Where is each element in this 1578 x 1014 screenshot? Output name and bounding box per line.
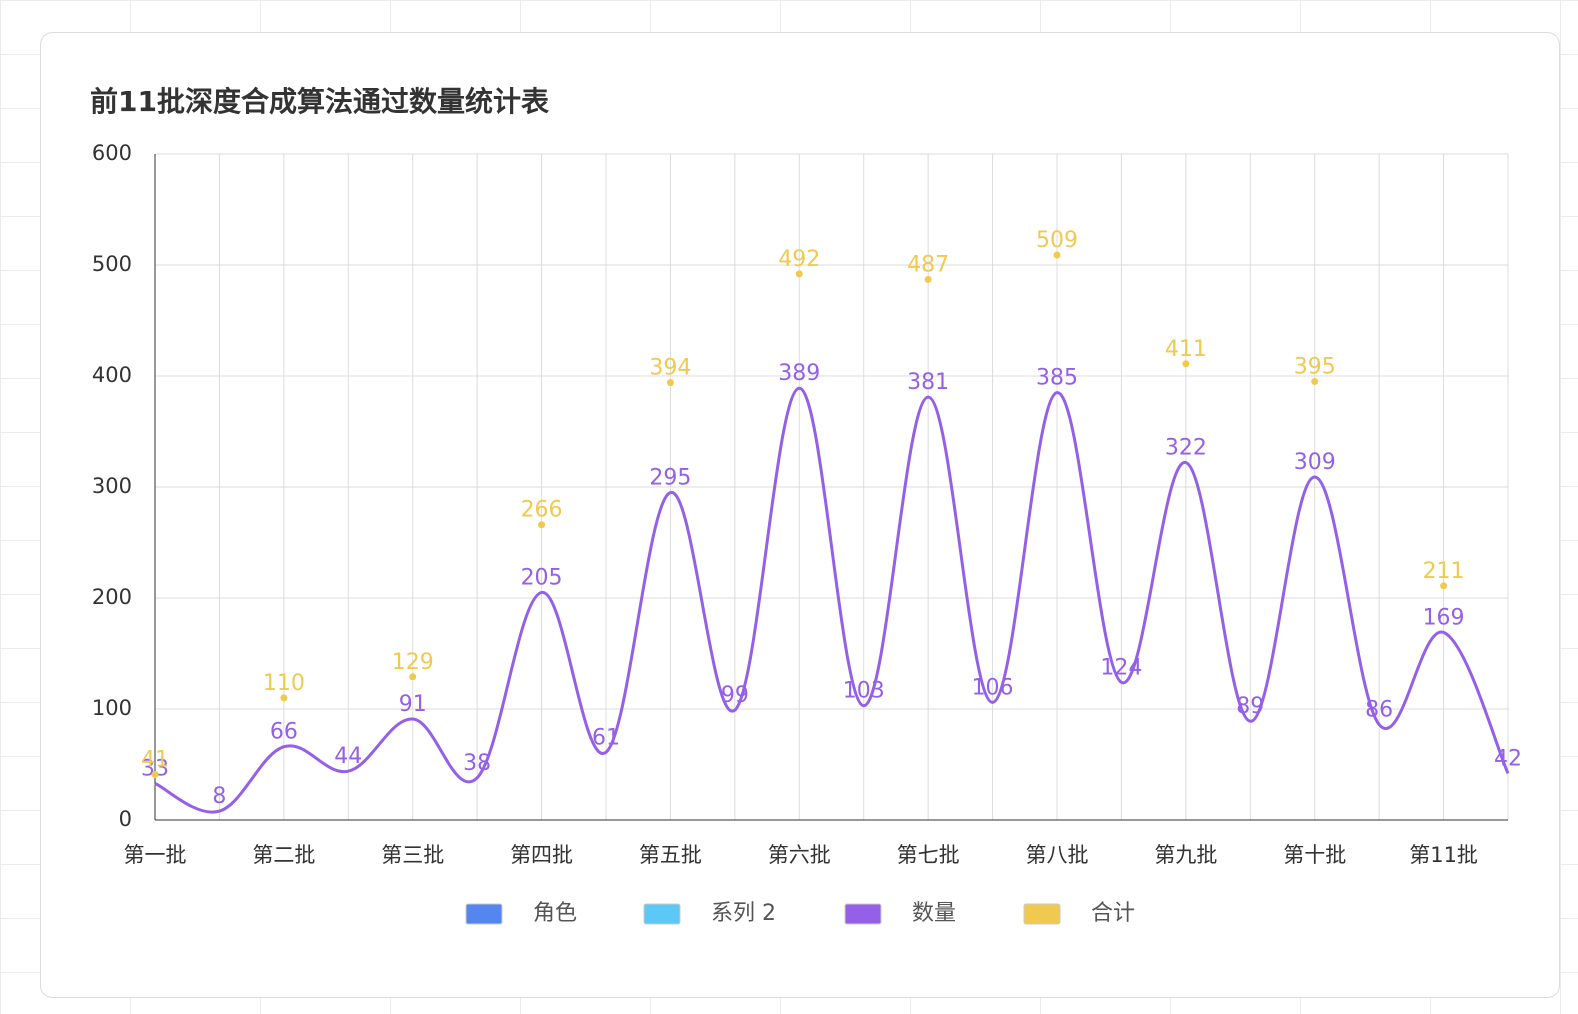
data-label: 266 [521,498,563,523]
data-label: 91 [399,692,427,717]
y-tick-label: 500 [92,252,132,276]
card [40,32,1560,998]
legend-label: 合计 [1091,901,1135,926]
point [924,275,932,283]
legend-label: 角色 [533,901,577,926]
data-label: 124 [1100,655,1142,680]
data-label: 42 [1494,746,1522,771]
legend-swatch [643,903,681,925]
data-label: 103 [843,679,885,704]
data-label: 99 [721,683,749,708]
point [666,379,674,387]
point [1053,251,1061,259]
data-label: 411 [1165,337,1207,362]
chart-title: 前11批深度合成算法通过数量统计表 [90,85,549,118]
data-label: 38 [463,751,491,776]
legend-label: 系列 2 [711,901,776,926]
x-tick-label: 第11批 [1409,843,1478,867]
data-label: 322 [1165,436,1207,461]
x-tick-label: 第一批 [124,843,187,867]
point [280,694,288,702]
point [409,673,417,681]
y-tick-label: 600 [92,141,132,165]
x-tick-label: 第五批 [639,843,702,867]
data-label: 89 [1236,694,1264,719]
y-tick-label: 0 [119,807,132,831]
legend-swatch [1023,903,1061,925]
legend-swatch [465,903,503,925]
data-label: 295 [649,466,691,491]
x-tick-label: 第七批 [897,843,960,867]
x-tick-label: 第三批 [381,843,444,867]
x-tick-label: 第九批 [1154,843,1217,867]
data-label: 395 [1294,355,1336,380]
legend-label: 数量 [912,901,956,926]
data-label: 487 [907,252,949,277]
y-tick-label: 400 [92,363,132,387]
data-label: 169 [1423,605,1465,630]
point [1311,378,1319,386]
y-tick-label: 100 [92,696,132,720]
data-label: 389 [778,361,820,386]
legend-swatch [844,903,882,925]
y-tick-label: 300 [92,474,132,498]
data-label: 205 [521,565,563,590]
point [1440,582,1448,590]
data-label: 106 [972,675,1014,700]
point [151,770,159,778]
y-tick-label: 200 [92,585,132,609]
point [795,270,803,278]
data-label: 381 [907,370,949,395]
data-label: 86 [1365,698,1393,723]
data-label: 211 [1423,559,1465,584]
point [1182,360,1190,368]
x-tick-label: 第十批 [1283,843,1346,867]
data-label: 129 [392,650,434,675]
line [154,386,1510,814]
x-tick-label: 第四批 [510,843,573,867]
data-label: 110 [263,671,305,696]
data-label: 492 [778,247,820,272]
x-tick-label: 第二批 [252,843,315,867]
data-label: 44 [334,744,362,769]
data-label: 509 [1036,228,1078,253]
data-label: 41 [141,747,169,772]
x-tick-label: 第六批 [768,843,831,867]
point [538,521,546,529]
data-label: 8 [212,784,226,809]
data-label: 66 [270,720,298,745]
data-label: 61 [592,725,620,750]
data-label: 394 [649,356,691,381]
data-label: 309 [1294,450,1336,475]
x-tick-label: 第八批 [1026,843,1089,867]
data-label: 385 [1036,366,1078,391]
